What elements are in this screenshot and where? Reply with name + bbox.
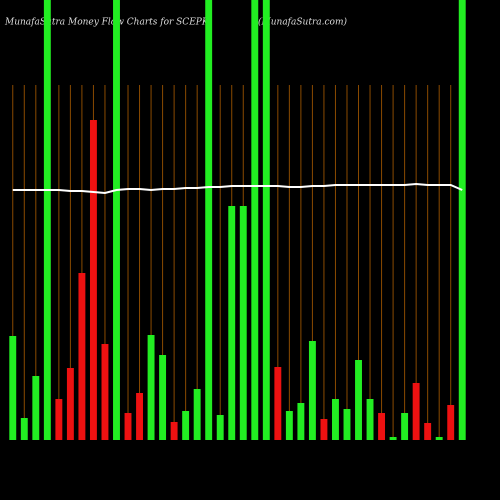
bar bbox=[320, 419, 328, 440]
bar bbox=[378, 413, 386, 440]
bar bbox=[147, 335, 155, 440]
bar bbox=[205, 0, 213, 440]
bar bbox=[458, 0, 466, 440]
bar bbox=[412, 383, 420, 440]
bar bbox=[274, 367, 282, 440]
bar bbox=[124, 413, 132, 440]
bar bbox=[32, 376, 40, 440]
chart-title: MunafaSutra Money Flow Charts for SCEPK bbox=[4, 18, 210, 28]
bar bbox=[101, 344, 109, 440]
bar bbox=[389, 437, 397, 440]
bar bbox=[170, 422, 178, 440]
bar bbox=[251, 0, 259, 440]
bar bbox=[239, 206, 247, 440]
bar bbox=[216, 415, 224, 440]
bar bbox=[159, 355, 167, 440]
chart-subtitle: (MunafaSutra.com) bbox=[258, 17, 347, 28]
bar bbox=[285, 411, 293, 440]
bar bbox=[20, 418, 28, 440]
bar bbox=[262, 0, 270, 440]
bar bbox=[193, 389, 201, 440]
bar bbox=[9, 336, 17, 440]
bar bbox=[355, 360, 362, 440]
bar bbox=[78, 273, 86, 440]
bar bbox=[308, 341, 316, 440]
bar bbox=[447, 405, 455, 440]
bar bbox=[332, 399, 339, 440]
bar bbox=[113, 0, 120, 440]
bar bbox=[366, 399, 374, 440]
bar bbox=[435, 437, 443, 440]
bar bbox=[297, 403, 305, 440]
bar bbox=[43, 0, 51, 440]
bar bbox=[424, 423, 432, 440]
bar bbox=[55, 399, 63, 440]
bar bbox=[182, 411, 190, 440]
bar bbox=[401, 413, 409, 440]
bar bbox=[136, 393, 143, 440]
money-flow-line bbox=[12, 182, 463, 195]
bar bbox=[228, 206, 236, 440]
bar bbox=[89, 120, 97, 440]
bar bbox=[66, 368, 74, 440]
bar bbox=[343, 409, 351, 440]
